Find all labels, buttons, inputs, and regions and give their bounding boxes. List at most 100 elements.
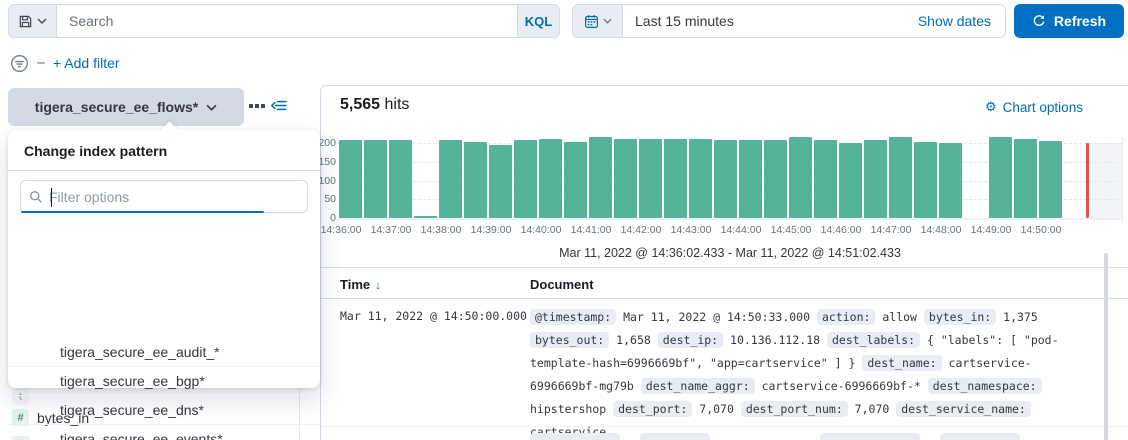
x-axis-tick-label: 14:47:00 bbox=[870, 224, 912, 236]
show-dates-link[interactable]: Show dates bbox=[917, 13, 991, 29]
chart-baseline bbox=[338, 218, 1122, 220]
filter-bar: + Add filter bbox=[10, 52, 120, 74]
boxes-horizontal-icon[interactable] bbox=[249, 104, 265, 108]
filter-icon[interactable] bbox=[10, 54, 29, 73]
field-row-partial-bottom[interactable] bbox=[12, 436, 29, 440]
chart-right-border bbox=[1122, 137, 1123, 222]
add-filter-link[interactable]: + Add filter bbox=[53, 55, 120, 71]
field-name-chip bbox=[940, 433, 1020, 440]
quick-select-date-button[interactable] bbox=[573, 5, 623, 37]
x-axis-tick-label: 14:48:00 bbox=[920, 224, 962, 236]
document-row-time: Mar 11, 2022 @ 14:50:00.000 bbox=[340, 309, 527, 323]
x-axis-tick-label: 14:39:00 bbox=[470, 224, 512, 236]
hits-label: hits bbox=[384, 96, 410, 113]
field-value: 1,375 bbox=[996, 310, 1038, 324]
histogram-bar bbox=[714, 140, 737, 218]
collapse-sidebar-icon[interactable] bbox=[270, 98, 287, 113]
histogram-bar bbox=[664, 138, 687, 218]
index-pattern-option[interactable]: tigera_secure_ee_events* bbox=[8, 425, 320, 440]
field-name-chip: dest_namespace: bbox=[927, 378, 1042, 394]
field-type-icon bbox=[12, 436, 29, 440]
histogram-bar bbox=[739, 140, 762, 218]
x-axis-tick-label: 14:40:00 bbox=[520, 224, 562, 236]
field-name-chip: @timestamp: bbox=[530, 309, 617, 325]
field-name-chip: dest_name_aggr: bbox=[640, 378, 755, 394]
histogram-bar bbox=[764, 139, 787, 218]
field-value: 7,070 bbox=[847, 402, 897, 416]
histogram-bar bbox=[539, 138, 562, 218]
refresh-button-label: Refresh bbox=[1053, 13, 1107, 29]
number-field-icon: # bbox=[12, 409, 29, 426]
document-row-fields[interactable]: @timestamp: Mar 11, 2022 @ 14:50:33.000 … bbox=[530, 306, 1090, 440]
table-top-divider bbox=[321, 267, 1128, 268]
field-value: hipstershop bbox=[530, 402, 614, 416]
filter-pin-divider bbox=[37, 62, 45, 64]
input-focus-underline bbox=[21, 211, 265, 213]
y-axis-tick-label: 100 bbox=[318, 174, 336, 187]
chart-options-link[interactable]: ⚙ Chart options bbox=[985, 99, 1083, 115]
table-row-divider bbox=[321, 426, 1128, 427]
field-value: Mar 11, 2022 @ 14:50:33.000 bbox=[616, 310, 817, 324]
column-header-time[interactable]: Time ↓ bbox=[340, 277, 381, 292]
field-name-chip bbox=[820, 433, 920, 440]
calendar-icon bbox=[584, 14, 599, 29]
histogram-bar bbox=[514, 140, 537, 218]
histogram-bar bbox=[389, 140, 412, 218]
field-name-chip bbox=[530, 433, 620, 440]
vertical-scrollbar[interactable] bbox=[1104, 253, 1108, 440]
refresh-button[interactable]: Refresh bbox=[1014, 4, 1124, 38]
index-pattern-option[interactable]: tigera_secure_ee_audit_* bbox=[8, 338, 320, 367]
change-index-pattern-popover: Change index pattern tigera_secure_ee_au… bbox=[8, 130, 320, 440]
column-header-document: Document bbox=[530, 277, 594, 292]
table-header-border bbox=[321, 298, 1128, 299]
histogram-bar bbox=[414, 215, 437, 218]
save-icon bbox=[18, 14, 33, 29]
index-pattern-option-label: tigera_secure_ee_dns* bbox=[60, 402, 204, 418]
x-axis-tick-label: 14:43:00 bbox=[670, 224, 712, 236]
index-pattern-option-label: tigera_secure_ee_events* bbox=[60, 431, 223, 440]
histogram-bar bbox=[864, 140, 887, 218]
range-end-marker-line bbox=[1086, 143, 1089, 218]
histogram-bar bbox=[564, 141, 587, 218]
chart-options-label: Chart options bbox=[1002, 99, 1083, 115]
histogram-bar bbox=[464, 141, 487, 218]
filter-options-field bbox=[20, 180, 308, 213]
index-pattern-button[interactable]: tigera_secure_ee_flows* bbox=[8, 88, 244, 126]
histogram-bar bbox=[989, 137, 1012, 218]
kql-language-button[interactable]: KQL bbox=[517, 5, 559, 37]
histogram-bar bbox=[1014, 138, 1037, 218]
field-value: allow bbox=[875, 310, 924, 324]
field-name-chip: dest_service_name: bbox=[896, 401, 1031, 417]
saved-query-menu-button[interactable] bbox=[9, 5, 57, 37]
x-axis-tick-label: 14:42:00 bbox=[620, 224, 662, 236]
histogram-bar bbox=[614, 138, 637, 218]
chevron-down-icon bbox=[37, 18, 47, 24]
search-input[interactable] bbox=[57, 5, 517, 37]
index-pattern-option-label: tigera_secure_ee_bgp* bbox=[60, 373, 205, 389]
field-row-partial[interactable]: t bbox=[12, 388, 29, 405]
histogram-bar bbox=[889, 137, 912, 218]
x-axis-tick-label: 14:44:00 bbox=[720, 224, 762, 236]
histogram-bar bbox=[914, 141, 937, 218]
y-axis-tick-label: 0 bbox=[330, 212, 336, 224]
histogram-bar bbox=[364, 140, 387, 218]
field-label: bytes_in bbox=[37, 409, 90, 426]
time-range-caption: Mar 11, 2022 @ 14:36:02.433 - Mar 11, 20… bbox=[559, 246, 901, 260]
field-value: 7,070 bbox=[692, 402, 741, 416]
index-pattern-option[interactable]: tigera_secure_ee_dns* bbox=[8, 396, 320, 425]
field-value: cartservice-6996669bf-mg79b bbox=[530, 356, 1032, 393]
index-pattern-option[interactable]: tigera_secure_ee_bgp* bbox=[8, 367, 320, 396]
field-type-icon: t bbox=[12, 388, 29, 405]
x-axis-tick-label: 14:37:00 bbox=[370, 224, 412, 236]
time-range-value[interactable]: Last 15 minutes bbox=[635, 13, 734, 29]
histogram-chart[interactable] bbox=[338, 137, 1122, 220]
x-axis-tick-label: 14:38:00 bbox=[420, 224, 462, 236]
field-value: 1,658 bbox=[609, 333, 658, 347]
field-name-chip: action: bbox=[816, 309, 876, 325]
histogram-bar bbox=[1039, 141, 1062, 218]
filter-options-input[interactable] bbox=[49, 188, 299, 205]
field-row-bytes-in[interactable]: # bytes_in bbox=[12, 409, 89, 426]
field-name-chip: dest_port_num: bbox=[740, 401, 848, 417]
x-axis-tick-label: 14:36:00 bbox=[320, 224, 362, 236]
chevron-down-icon bbox=[602, 18, 612, 24]
